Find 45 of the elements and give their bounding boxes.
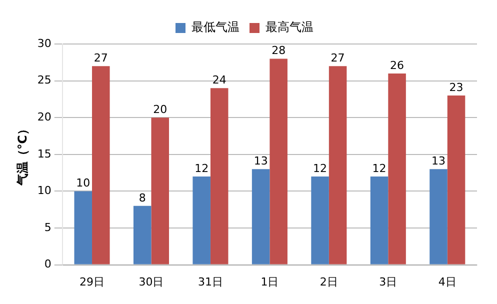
bar xyxy=(270,58,288,264)
y-tick-label: 25 xyxy=(37,74,52,87)
data-label: 12 xyxy=(372,162,386,175)
y-tick-label: 15 xyxy=(37,147,52,160)
y-tick-label: 30 xyxy=(37,36,52,50)
legend-label: 最低气温 xyxy=(192,20,240,34)
bar xyxy=(92,66,110,264)
x-tick-label: 1日 xyxy=(260,275,279,288)
data-label: 26 xyxy=(390,58,404,72)
data-label: 12 xyxy=(194,162,209,175)
data-label: 20 xyxy=(153,102,168,116)
data-label: 8 xyxy=(138,191,146,204)
data-label: 23 xyxy=(449,80,464,94)
bar xyxy=(252,169,270,264)
data-label: 13 xyxy=(432,154,446,168)
data-label: 12 xyxy=(313,162,328,175)
data-label: 27 xyxy=(94,51,108,64)
bar xyxy=(328,66,347,264)
x-tick-label: 3日 xyxy=(379,275,398,288)
data-label: 24 xyxy=(212,74,226,87)
bar xyxy=(370,176,388,264)
bar xyxy=(192,176,210,264)
data-label: 13 xyxy=(254,154,268,168)
bar xyxy=(311,176,329,264)
x-tick-label: 2日 xyxy=(320,275,338,288)
data-label: 10 xyxy=(76,176,90,190)
x-tick-label: 4日 xyxy=(438,275,456,288)
bar xyxy=(210,88,228,264)
data-label: 28 xyxy=(272,44,286,58)
x-tick-label: 30日 xyxy=(138,275,164,288)
legend-label: 最高气温 xyxy=(266,20,314,34)
bar xyxy=(133,206,152,264)
bar xyxy=(388,73,406,264)
bar xyxy=(447,96,466,264)
data-label: 27 xyxy=(330,51,345,64)
y-tick-label: 10 xyxy=(37,184,52,198)
bar xyxy=(430,169,448,264)
bar xyxy=(151,118,170,264)
y-axis-title: 气温（℃） xyxy=(15,123,30,187)
y-tick-label: 5 xyxy=(44,220,52,234)
y-tick-label: 20 xyxy=(37,110,52,124)
bar xyxy=(74,191,92,264)
y-tick-label: 0 xyxy=(44,258,52,271)
x-tick-label: 29日 xyxy=(80,275,105,288)
x-tick-label: 31日 xyxy=(198,275,223,288)
